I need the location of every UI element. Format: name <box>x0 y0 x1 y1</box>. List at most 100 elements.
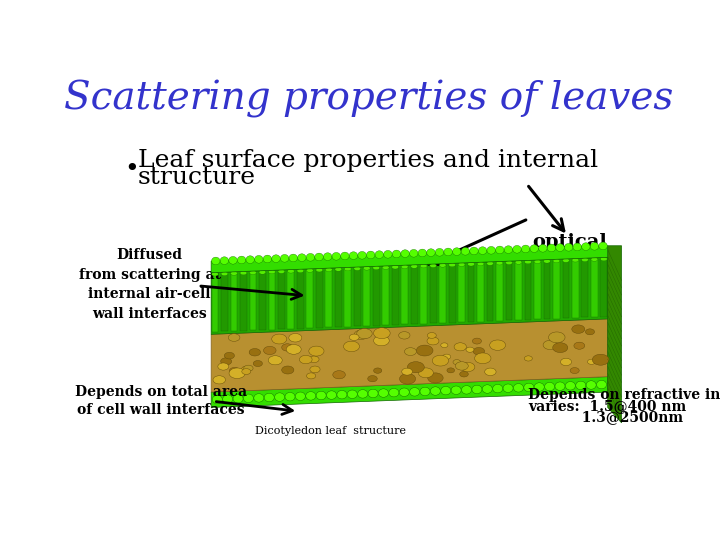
Ellipse shape <box>418 249 426 257</box>
Ellipse shape <box>297 269 304 273</box>
Polygon shape <box>608 246 621 423</box>
Ellipse shape <box>249 348 261 356</box>
Polygon shape <box>562 260 570 318</box>
Text: structure: structure <box>138 166 256 190</box>
Polygon shape <box>496 263 503 321</box>
Ellipse shape <box>221 272 228 275</box>
Polygon shape <box>335 269 342 327</box>
Ellipse shape <box>220 358 232 365</box>
Ellipse shape <box>534 383 544 391</box>
Text: •: • <box>124 157 139 181</box>
Polygon shape <box>307 271 313 328</box>
Ellipse shape <box>289 334 302 342</box>
Ellipse shape <box>374 368 382 373</box>
Ellipse shape <box>392 250 401 258</box>
Ellipse shape <box>582 258 588 262</box>
Ellipse shape <box>246 256 254 264</box>
Ellipse shape <box>461 362 475 372</box>
Ellipse shape <box>410 249 418 257</box>
Ellipse shape <box>243 365 253 372</box>
Polygon shape <box>278 272 285 329</box>
Ellipse shape <box>539 245 547 252</box>
Text: 1.3@2500nm: 1.3@2500nm <box>528 410 683 424</box>
Ellipse shape <box>432 355 449 366</box>
Text: Leaf surface properties and internal: Leaf surface properties and internal <box>138 150 598 172</box>
Ellipse shape <box>430 264 436 267</box>
Ellipse shape <box>316 268 323 272</box>
Ellipse shape <box>374 335 390 346</box>
Ellipse shape <box>444 248 452 256</box>
Ellipse shape <box>591 258 598 261</box>
Ellipse shape <box>354 267 361 271</box>
Ellipse shape <box>515 260 522 264</box>
Ellipse shape <box>505 261 513 265</box>
Polygon shape <box>392 267 399 325</box>
Polygon shape <box>591 259 598 317</box>
Ellipse shape <box>399 332 410 339</box>
Polygon shape <box>477 264 484 321</box>
Ellipse shape <box>264 255 271 263</box>
Ellipse shape <box>572 258 579 262</box>
Ellipse shape <box>428 333 436 339</box>
Polygon shape <box>373 268 379 326</box>
Ellipse shape <box>439 264 446 267</box>
Ellipse shape <box>300 355 312 364</box>
Ellipse shape <box>593 354 609 365</box>
Ellipse shape <box>264 346 276 355</box>
Polygon shape <box>316 270 323 328</box>
Ellipse shape <box>600 257 607 261</box>
Ellipse shape <box>280 254 289 262</box>
Polygon shape <box>344 269 351 327</box>
Ellipse shape <box>503 384 513 393</box>
Ellipse shape <box>307 373 315 379</box>
Ellipse shape <box>477 262 484 266</box>
Ellipse shape <box>358 390 368 398</box>
Ellipse shape <box>411 265 418 268</box>
Ellipse shape <box>408 362 424 373</box>
Ellipse shape <box>469 247 478 255</box>
Ellipse shape <box>574 342 585 349</box>
Polygon shape <box>525 262 531 320</box>
Ellipse shape <box>344 267 351 271</box>
Polygon shape <box>325 269 332 327</box>
Polygon shape <box>449 265 456 322</box>
Polygon shape <box>458 265 465 322</box>
Ellipse shape <box>220 257 229 265</box>
Polygon shape <box>240 273 247 330</box>
Polygon shape <box>211 246 608 273</box>
Ellipse shape <box>427 337 439 345</box>
Polygon shape <box>439 265 446 323</box>
Ellipse shape <box>427 249 435 256</box>
Ellipse shape <box>458 262 465 266</box>
Ellipse shape <box>364 266 370 270</box>
Ellipse shape <box>297 254 306 261</box>
Ellipse shape <box>490 340 505 350</box>
Polygon shape <box>487 264 493 321</box>
Ellipse shape <box>543 340 557 349</box>
Polygon shape <box>364 268 370 326</box>
Ellipse shape <box>242 369 251 374</box>
Ellipse shape <box>588 359 595 364</box>
Ellipse shape <box>513 245 521 253</box>
Ellipse shape <box>496 261 503 265</box>
Ellipse shape <box>560 359 572 366</box>
Ellipse shape <box>416 345 433 356</box>
Ellipse shape <box>487 246 495 254</box>
Ellipse shape <box>482 385 492 393</box>
Ellipse shape <box>218 363 229 370</box>
Ellipse shape <box>366 251 375 259</box>
Text: Diffused
from scattering at
internal air-cell
wall interfaces: Diffused from scattering at internal air… <box>78 248 220 321</box>
Ellipse shape <box>564 244 573 251</box>
Ellipse shape <box>436 248 444 256</box>
Ellipse shape <box>504 246 513 253</box>
Ellipse shape <box>225 352 235 359</box>
Ellipse shape <box>264 393 274 402</box>
Ellipse shape <box>585 329 595 335</box>
Ellipse shape <box>242 366 250 372</box>
Polygon shape <box>600 259 607 317</box>
Ellipse shape <box>349 252 358 260</box>
Ellipse shape <box>455 362 468 370</box>
Ellipse shape <box>250 271 256 274</box>
Ellipse shape <box>229 367 240 375</box>
Ellipse shape <box>570 368 579 374</box>
